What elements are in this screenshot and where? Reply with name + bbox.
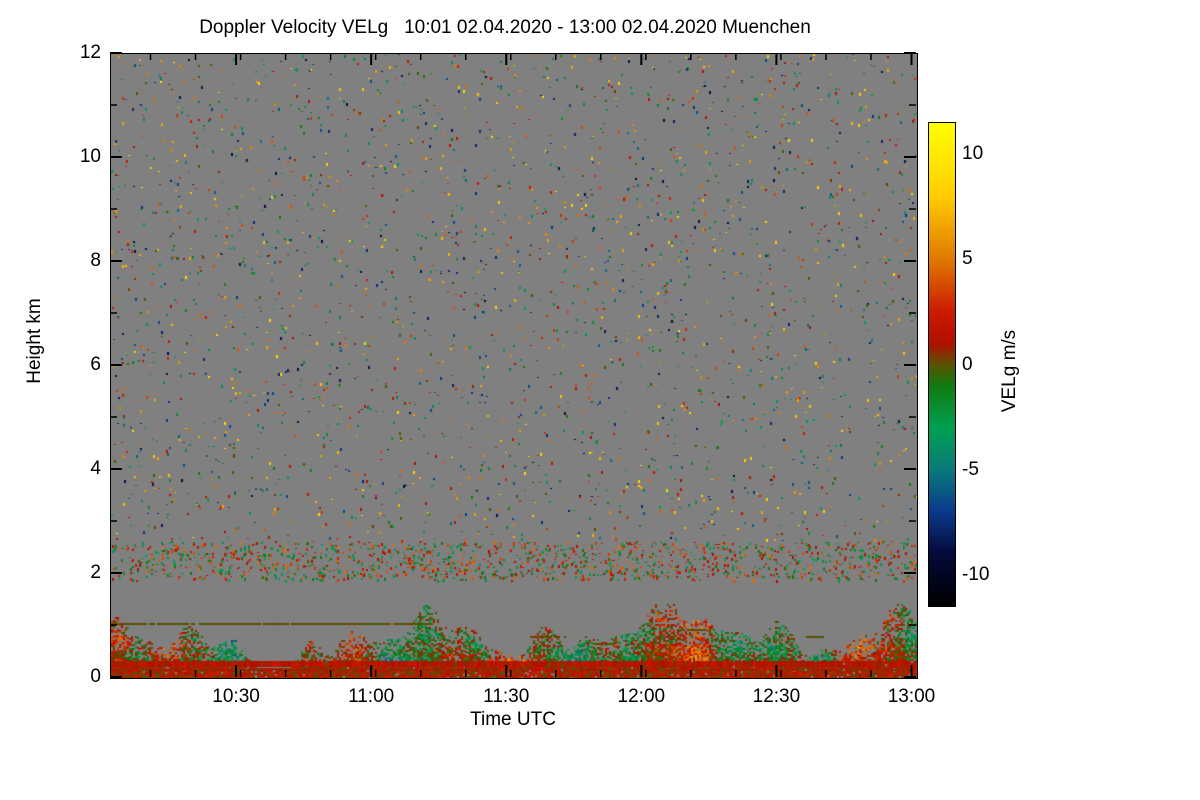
colorbar-tick-labels: 10 5 0 -5 -10 xyxy=(962,0,1022,800)
page-title: Doppler Velocity VELg 10:01 02.04.2020 -… xyxy=(199,17,811,38)
x-axis-tick-labels: 10:30 11:00 11:30 12:00 12:30 13:00 xyxy=(0,686,1200,712)
y-tick-label: 2 xyxy=(90,562,101,583)
y-axis-title: Height km xyxy=(24,298,45,384)
y-tick-label: 4 xyxy=(90,458,101,479)
colorbar-gradient xyxy=(928,122,956,607)
heatmap-canvas[interactable] xyxy=(111,54,917,678)
x-tick-label: 13:00 xyxy=(887,686,936,707)
x-axis-title: Time UTC xyxy=(470,709,556,730)
x-tick-label: 10:30 xyxy=(212,686,260,707)
colorbar-tick-label: 5 xyxy=(962,248,973,270)
colorbar[interactable] xyxy=(928,122,956,607)
x-tick-label: 12:00 xyxy=(617,686,666,707)
y-tick-label: 10 xyxy=(79,146,101,167)
colorbar-tick-label: -5 xyxy=(962,458,979,480)
colorbar-title: VELg m/s xyxy=(999,329,1020,413)
y-tick-label: 8 xyxy=(90,250,101,271)
colorbar-tick-label: -10 xyxy=(962,564,990,586)
plot-area[interactable] xyxy=(110,53,918,679)
y-tick-label: 6 xyxy=(90,354,101,375)
y-tick-label: 12 xyxy=(79,42,101,63)
x-tick-label: 11:30 xyxy=(483,686,530,707)
colorbar-tick-label: 10 xyxy=(962,142,984,164)
colorbar-tick-label: 0 xyxy=(962,353,973,375)
y-tick-label: 0 xyxy=(90,666,101,687)
x-tick-label: 12:30 xyxy=(752,686,801,707)
x-tick-label: 11:00 xyxy=(348,686,395,707)
y-axis-tick-labels: 0 2 4 6 8 10 12 xyxy=(55,0,101,800)
